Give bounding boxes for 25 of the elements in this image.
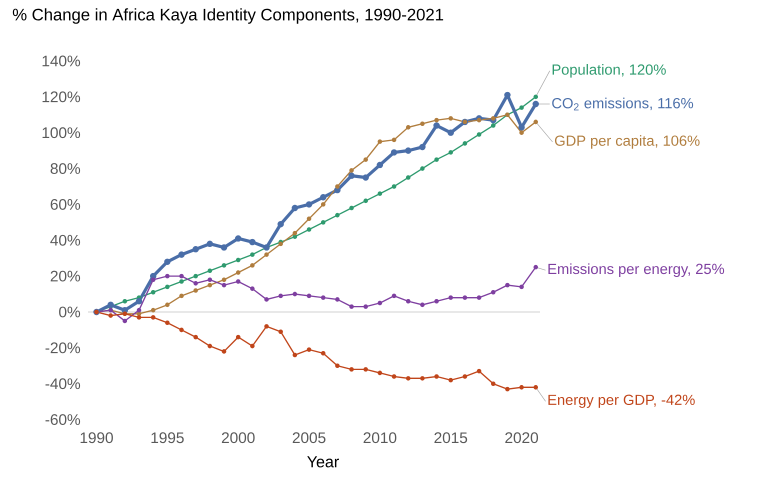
series-label: GDP per capita, 106% bbox=[554, 135, 700, 149]
x-tick-label: 1995 bbox=[151, 432, 184, 444]
series-label: CO$_{2}$ emissions, 116% bbox=[552, 98, 694, 110]
x-tick-label: 2015 bbox=[434, 432, 468, 444]
series-label: Emissions per energy, 25% bbox=[548, 263, 724, 277]
x-tick-label: 2010 bbox=[364, 432, 396, 444]
y-tick-label: 20% bbox=[50, 270, 80, 282]
y-tick-label: 140% bbox=[42, 56, 80, 66]
y-tick-label: 40% bbox=[50, 234, 80, 246]
y-tick-label: 120% bbox=[42, 91, 80, 102]
x-tick-label: 1990 bbox=[80, 432, 113, 444]
chart-title: % Change in Africa Kaya Identity Components, 1990-2021 bbox=[12, 8, 444, 24]
series-label: Population, 120% bbox=[552, 64, 666, 78]
x-tick-label: 2000 bbox=[222, 432, 255, 444]
x-tick-label: 2020 bbox=[505, 432, 538, 444]
y-tick-label: 80% bbox=[50, 163, 80, 174]
y-tick-label: -40% bbox=[46, 378, 80, 390]
y-tick-label: 100% bbox=[42, 127, 80, 138]
y-tick-label: 0% bbox=[59, 306, 80, 318]
y-tick-label: 60% bbox=[50, 198, 80, 210]
series-label: Energy per GDP, -42% bbox=[548, 394, 695, 408]
y-tick-label: -60% bbox=[46, 414, 80, 425]
x-tick-label: 2005 bbox=[292, 432, 326, 444]
y-tick-label: -20% bbox=[46, 342, 80, 354]
x-axis-title: Year bbox=[307, 456, 339, 468]
